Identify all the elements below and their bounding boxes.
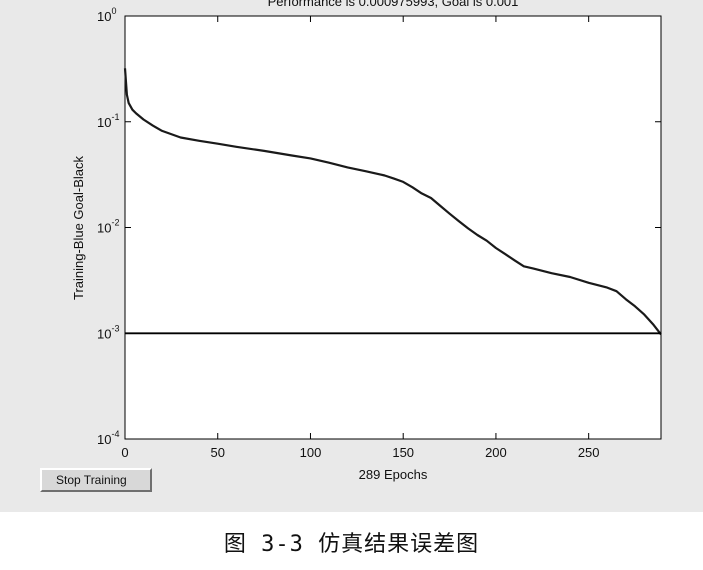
plot-area — [124, 15, 662, 440]
y-tick-label: 10-2 — [97, 218, 119, 236]
x-tick-label: 250 — [578, 445, 600, 460]
y-axis-ticks: 100 10-1 10-2 10-3 10-4 — [97, 6, 661, 447]
training-line — [123, 68, 662, 336]
x-tick-label: 50 — [210, 445, 224, 460]
y-tick-label: 100 — [97, 6, 116, 24]
stop-training-button[interactable]: Stop Training — [40, 468, 152, 492]
x-tick-label: 150 — [392, 445, 414, 460]
x-axis-label: 289 Epochs — [359, 467, 428, 482]
chart-title: Performance is 0.000975993, Goal is 0.00… — [268, 0, 519, 9]
y-tick-label: 10-3 — [97, 323, 119, 341]
x-tick-label: 100 — [300, 445, 322, 460]
y-axis-label: Training-Blue Goal-Black — [71, 155, 86, 300]
training-figure-window: 0 50 100 150 200 250 100 10-1 10-2 10-3 10-4 Perf… — [0, 0, 703, 512]
y-tick-label: 10-1 — [97, 112, 119, 130]
y-tick-label: 10-4 — [97, 429, 119, 447]
performance-chart: 0 50 100 150 200 250 100 10-1 10-2 10-3 10-4 Perf… — [71, 0, 662, 482]
x-axis-ticks: 0 50 100 150 200 250 — [121, 16, 600, 460]
series-layer — [123, 68, 662, 336]
x-tick-label: 200 — [485, 445, 507, 460]
x-tick-label: 0 — [121, 445, 128, 460]
figure-caption: 图 3-3 仿真结果误差图 — [223, 532, 480, 557]
